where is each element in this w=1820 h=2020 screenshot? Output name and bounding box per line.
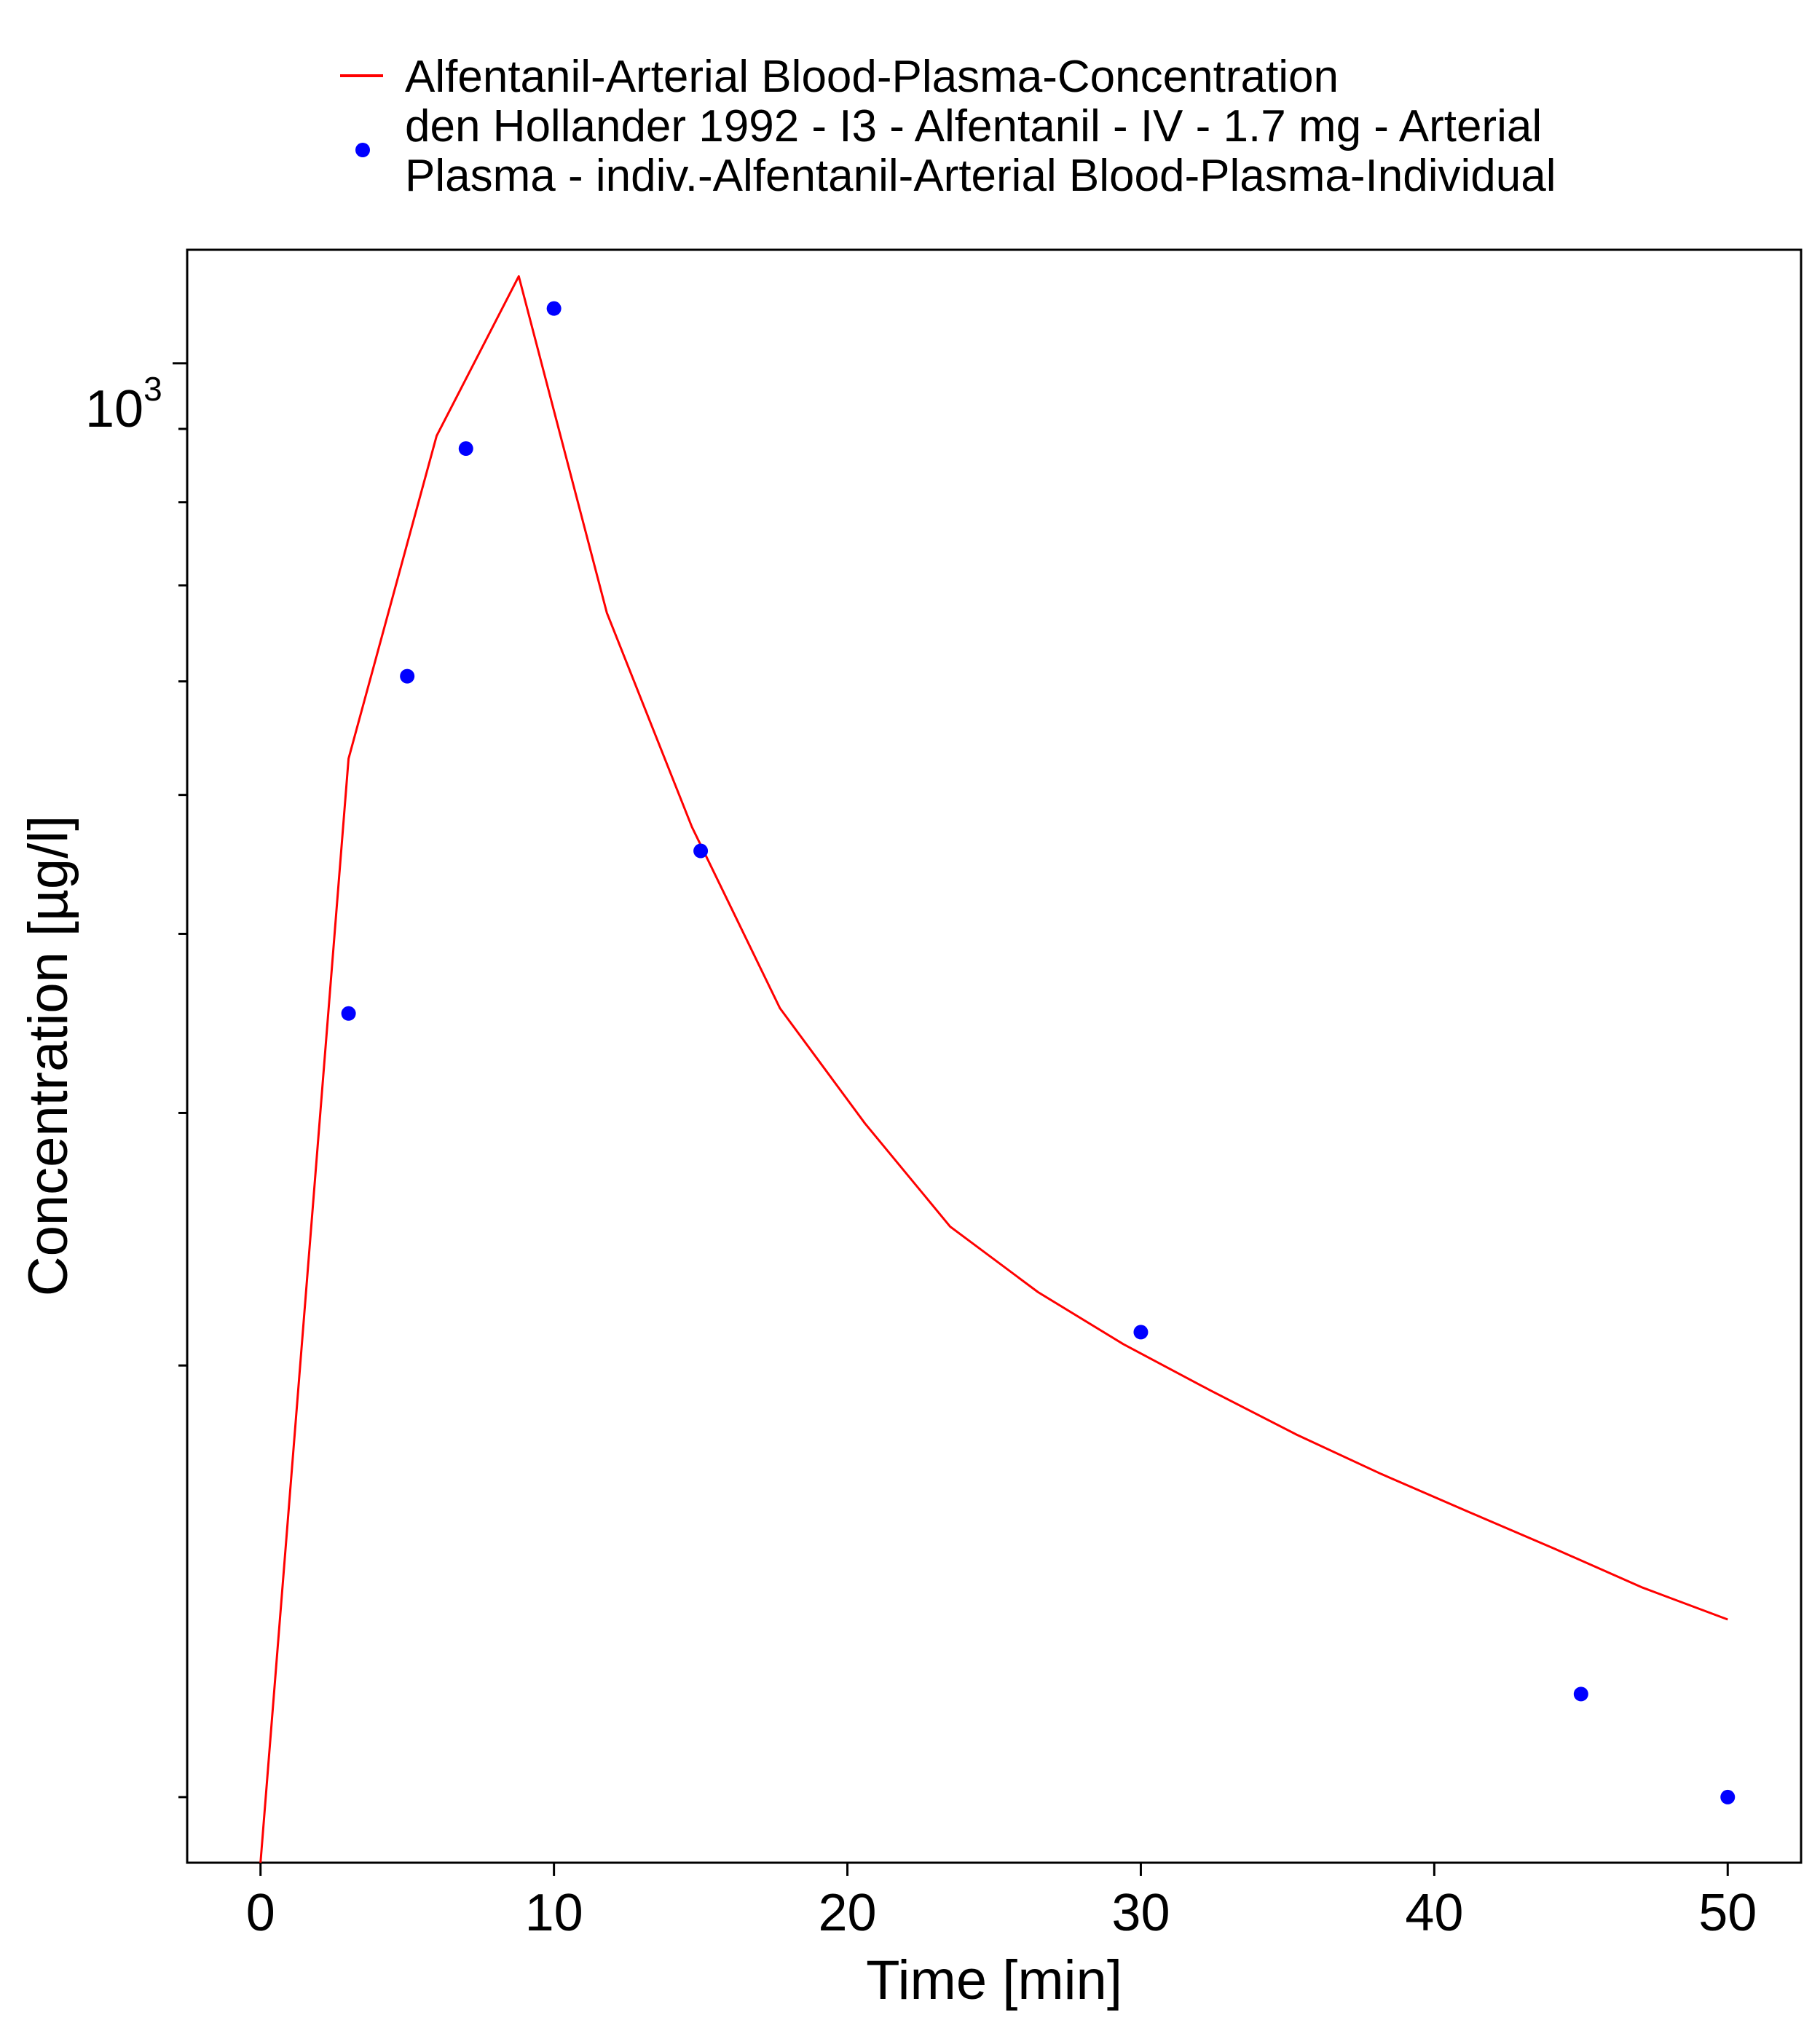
observed-point bbox=[1720, 1789, 1736, 1804]
observed-point bbox=[458, 441, 473, 457]
observed-point bbox=[1573, 1686, 1588, 1702]
plot-frame bbox=[186, 248, 1803, 1864]
observed-point bbox=[341, 1006, 356, 1021]
y-tick-label-exponent: 3 bbox=[143, 370, 162, 408]
y-tick-label-base: 10 bbox=[85, 380, 143, 438]
observed-point bbox=[1133, 1325, 1149, 1340]
x-tick-label: 40 bbox=[1405, 1884, 1463, 1942]
y-tick-label-1000: 103 bbox=[85, 370, 162, 438]
x-tick-label: 30 bbox=[1111, 1884, 1170, 1942]
simulation-line bbox=[259, 275, 1728, 1863]
observed-point bbox=[400, 668, 415, 684]
observed-point bbox=[546, 301, 562, 316]
x-tick-label: 50 bbox=[1698, 1884, 1757, 1942]
legend-label-observed-line1: den Hollander 1992 - I3 - Alfentanil - I… bbox=[405, 101, 1542, 151]
legend-dot-swatch bbox=[355, 143, 370, 157]
x-axis-ticks: 0 10 20 30 40 50 bbox=[246, 1863, 1757, 1942]
x-tick-label: 0 bbox=[246, 1884, 275, 1942]
x-tick-label: 10 bbox=[525, 1884, 583, 1942]
y-axis-ticks bbox=[173, 362, 187, 1799]
y-axis-title: Concentration [µg/l] bbox=[17, 816, 79, 1297]
legend: Alfentanil-Arterial Blood-Plasma-Concent… bbox=[340, 52, 1556, 201]
x-axis-title: Time [min] bbox=[866, 1949, 1122, 2011]
x-tick-label: 20 bbox=[818, 1884, 876, 1942]
legend-label-simulation: Alfentanil-Arterial Blood-Plasma-Concent… bbox=[405, 52, 1339, 102]
series-layer bbox=[259, 275, 1736, 1863]
observed-point bbox=[693, 843, 709, 859]
legend-label-observed-line2: Plasma - indiv.-Alfentanil-Arterial Bloo… bbox=[405, 151, 1556, 201]
